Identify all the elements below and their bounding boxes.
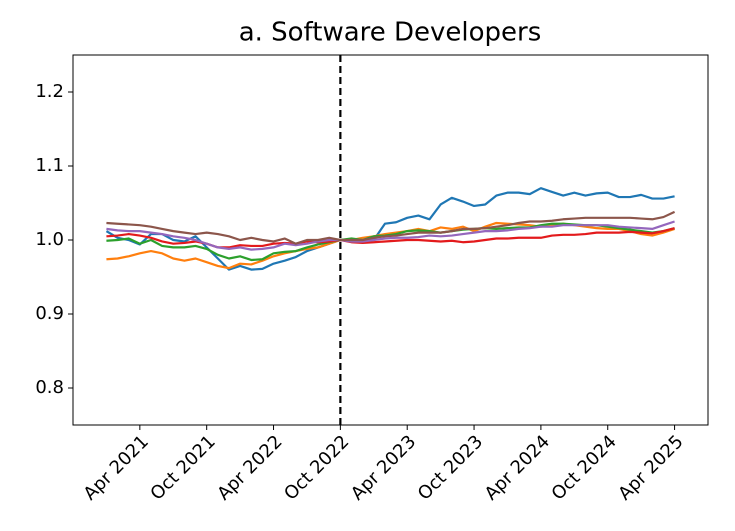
x-tick-label: Oct 2023: [414, 431, 487, 504]
y-tick-label: 0.8: [35, 377, 64, 398]
x-tick-label: Apr 2023: [347, 431, 420, 504]
x-tick-label: Apr 2021: [80, 431, 153, 504]
x-tick-label: Oct 2024: [548, 431, 621, 504]
series-line: [105, 187, 675, 271]
chart-title: a. Software Developers: [239, 18, 542, 48]
x-tick-label: Apr 2022: [213, 431, 286, 504]
x-tick-label: Apr 2025: [614, 431, 687, 504]
y-tick-label: 1.0: [35, 229, 64, 250]
y-tick-label: 1.2: [35, 81, 64, 102]
y-tick-label: 1.1: [35, 155, 64, 176]
x-tick-label: Oct 2021: [146, 431, 219, 504]
plot-frame: [72, 54, 709, 426]
series-line: [106, 220, 675, 251]
x-tick-label: Apr 2024: [481, 431, 554, 504]
x-tick-label: Oct 2022: [280, 431, 353, 504]
y-tick-label: 0.9: [35, 303, 64, 324]
series-line: [106, 210, 676, 245]
